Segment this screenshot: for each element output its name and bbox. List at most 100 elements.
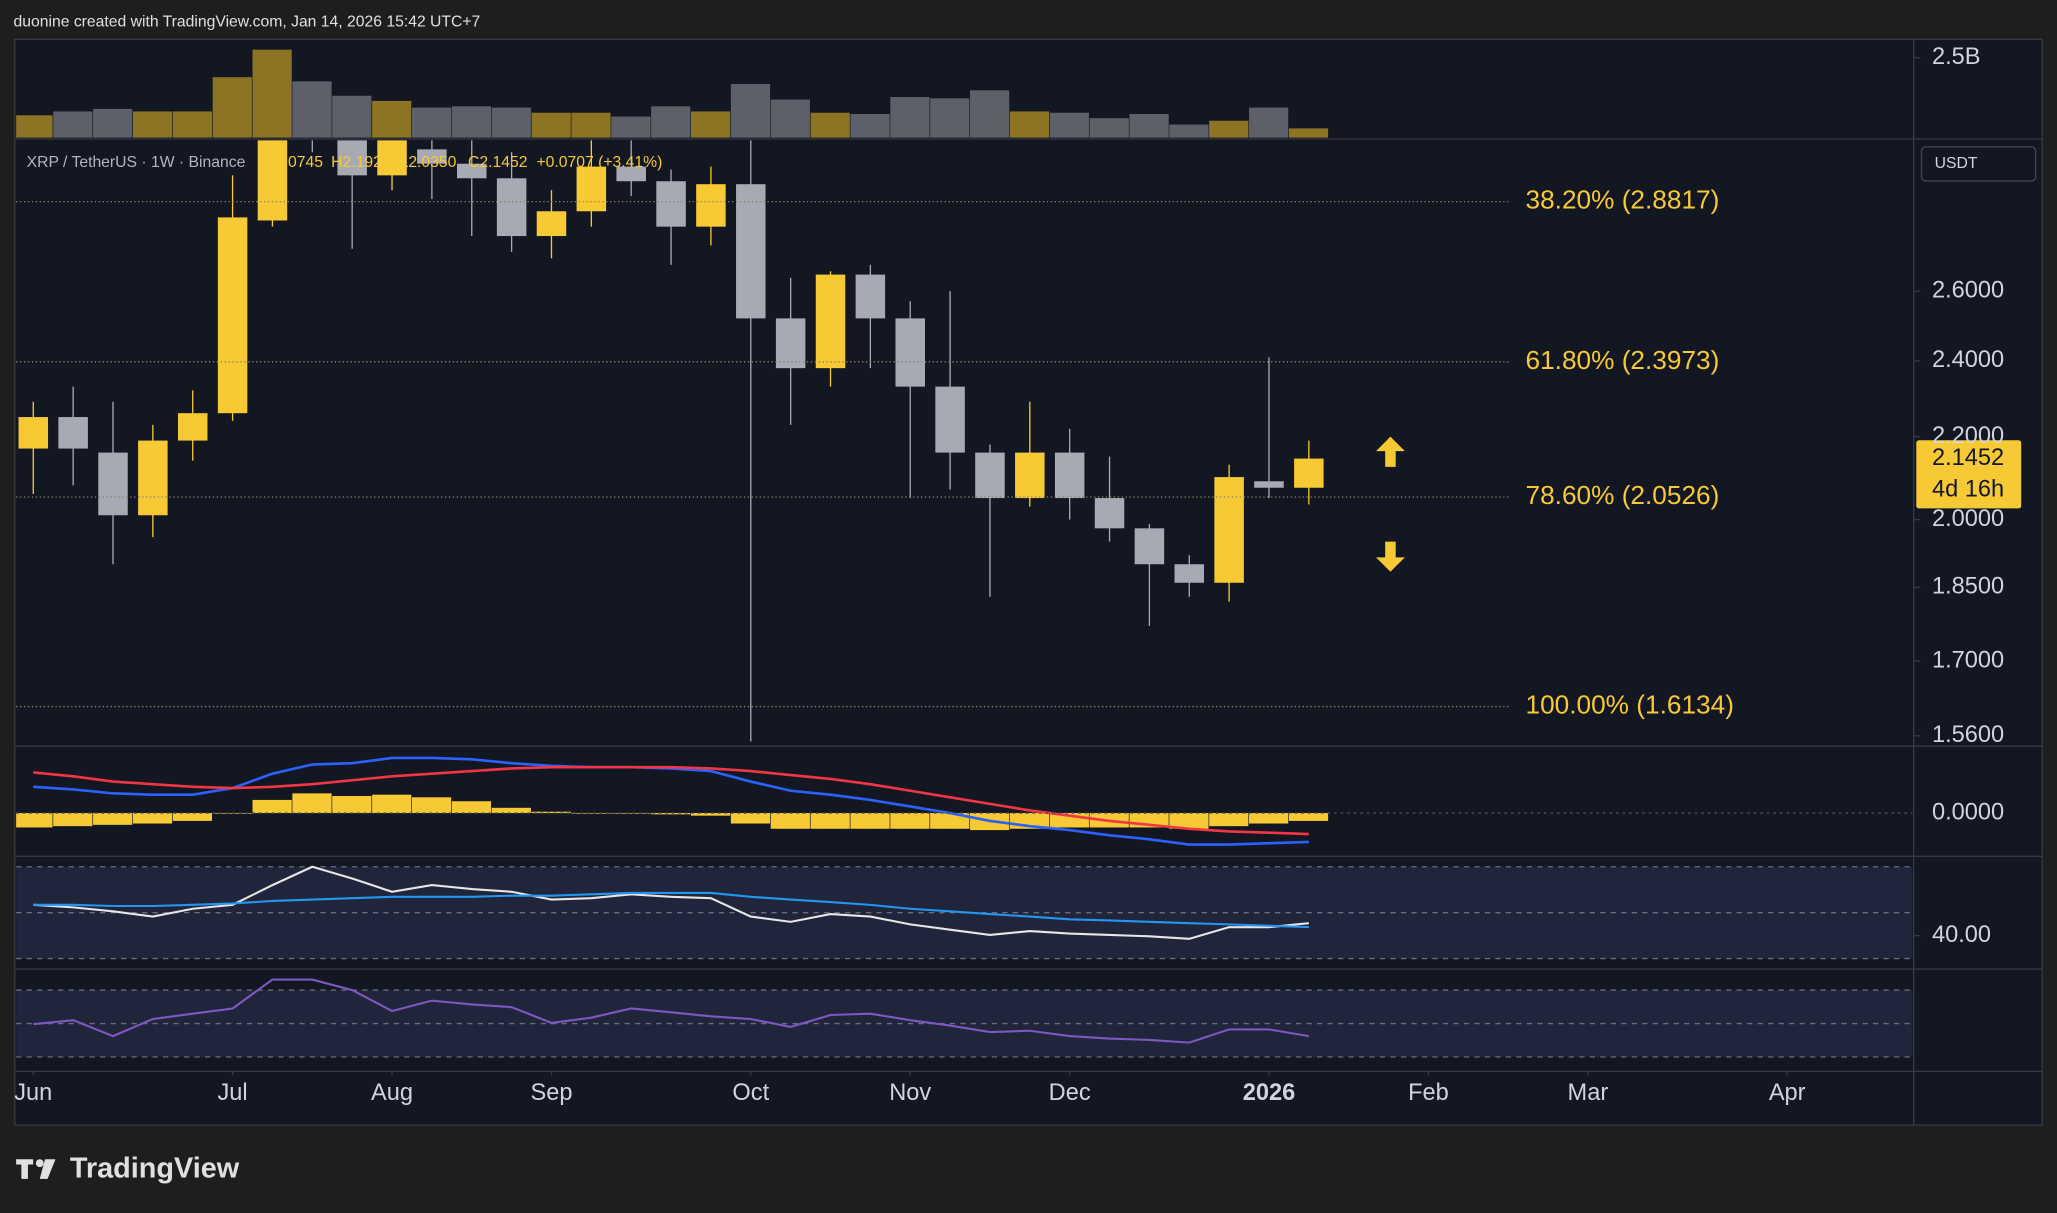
volume-bar bbox=[252, 49, 292, 138]
y-tick-label: 1.8500 bbox=[1932, 574, 2004, 600]
y-tick-label: 2.4000 bbox=[1932, 347, 2004, 373]
currency-button[interactable] bbox=[1920, 146, 2037, 182]
volume-bar bbox=[53, 111, 93, 138]
candle-body bbox=[616, 166, 646, 182]
histogram-bar bbox=[16, 813, 53, 828]
volume-bar bbox=[730, 83, 771, 138]
volume-bar bbox=[332, 95, 372, 138]
currency-label[interactable]: USDT bbox=[1935, 155, 1978, 172]
candle-body bbox=[18, 417, 49, 449]
candle-body bbox=[576, 166, 607, 212]
histogram-bar bbox=[292, 793, 332, 814]
x-tick-label: Jul bbox=[217, 1080, 247, 1106]
volume-bar bbox=[890, 97, 930, 138]
x-tick-label: Feb bbox=[1408, 1080, 1449, 1106]
candle-body bbox=[457, 163, 487, 179]
histogram-bar bbox=[212, 813, 252, 814]
volume-bar bbox=[651, 106, 691, 138]
volume-bar bbox=[690, 111, 731, 138]
y-tick-label: 2.0000 bbox=[1932, 506, 2004, 532]
candle-body bbox=[496, 178, 527, 237]
candle-body bbox=[257, 140, 288, 221]
y-tick-label: 0.0000 bbox=[1932, 799, 2004, 825]
volume-bar bbox=[531, 112, 571, 138]
volume-bar bbox=[1209, 120, 1249, 138]
volume-bar bbox=[1049, 112, 1089, 138]
candle-body bbox=[935, 386, 965, 453]
legend-title: XRP / TetherUS · 1W · Binance bbox=[27, 154, 246, 171]
volume-bar bbox=[1089, 118, 1129, 138]
candle-body bbox=[895, 318, 925, 387]
legend-value: C2.1452 bbox=[468, 154, 527, 171]
histogram-bar bbox=[53, 813, 93, 827]
histogram-bar bbox=[890, 813, 930, 829]
x-tick-label: 2026 bbox=[1243, 1080, 1296, 1106]
panel bbox=[16, 49, 1329, 138]
panel bbox=[18, 140, 1324, 742]
candle-body bbox=[1214, 477, 1244, 583]
volume-bar bbox=[132, 111, 173, 138]
volume-bar bbox=[93, 108, 133, 138]
candle-body bbox=[656, 181, 686, 227]
histogram-bar bbox=[252, 799, 292, 814]
candle-body bbox=[138, 440, 168, 516]
candle-body bbox=[855, 274, 886, 319]
price-label: 2.1452 bbox=[1932, 445, 2004, 471]
histogram-bar bbox=[730, 813, 771, 824]
x-tick-label: Mar bbox=[1568, 1080, 1609, 1106]
histogram-bar bbox=[411, 797, 452, 814]
candle-body bbox=[1134, 528, 1165, 565]
candle-body bbox=[1174, 564, 1205, 583]
y-tick-label: 1.7000 bbox=[1932, 647, 2004, 673]
y-tick-label: 1.5600 bbox=[1932, 722, 2004, 748]
histogram-bar bbox=[1249, 813, 1289, 824]
histogram-bar bbox=[770, 813, 810, 829]
histogram-bar bbox=[651, 813, 691, 815]
volume-bar bbox=[292, 81, 332, 138]
histogram-bar bbox=[491, 807, 531, 814]
histogram-bar bbox=[571, 813, 611, 814]
candle-body bbox=[1254, 481, 1284, 488]
histogram-bar bbox=[172, 813, 212, 821]
histogram-bar bbox=[810, 813, 850, 829]
candle-body bbox=[536, 211, 567, 237]
candle-body bbox=[417, 149, 447, 164]
candle-body bbox=[696, 184, 726, 227]
legend-value: H2.1924 bbox=[331, 154, 391, 171]
x-tick-label: Dec bbox=[1049, 1080, 1091, 1106]
volume-bar bbox=[491, 107, 531, 138]
x-tick-label: Nov bbox=[889, 1080, 931, 1106]
volume-bar bbox=[411, 107, 452, 138]
legend-value: L2.0350 bbox=[400, 154, 457, 171]
histogram-bar bbox=[1169, 813, 1209, 829]
histogram-bar bbox=[611, 813, 651, 814]
volume-bar bbox=[1009, 111, 1050, 138]
panel bbox=[16, 865, 1913, 960]
panel bbox=[16, 756, 1329, 846]
x-tick-label: Sep bbox=[530, 1080, 572, 1106]
volume-bar bbox=[372, 100, 412, 138]
candle-body bbox=[1054, 452, 1085, 499]
volume-bar bbox=[1169, 124, 1209, 138]
indicator-line bbox=[33, 978, 1310, 1044]
x-tick-label: Aug bbox=[371, 1080, 413, 1106]
indicator-line bbox=[33, 891, 1309, 929]
histogram-bar bbox=[850, 813, 890, 829]
histogram-bar bbox=[1288, 813, 1329, 821]
candle-body bbox=[98, 452, 128, 516]
candle-body bbox=[1094, 498, 1125, 529]
candle-body bbox=[377, 140, 407, 176]
y-tick-label: 40.00 bbox=[1932, 922, 1991, 948]
y-tick-label: 2.6000 bbox=[1932, 277, 2004, 303]
candle-body bbox=[975, 452, 1005, 499]
arrow-up bbox=[1376, 436, 1405, 467]
arrow-down bbox=[1376, 541, 1405, 572]
histogram-bar bbox=[372, 794, 412, 814]
volume-bar bbox=[770, 99, 810, 138]
volume-bar bbox=[611, 116, 651, 138]
panel bbox=[16, 978, 1913, 1058]
candle-body bbox=[1294, 458, 1324, 488]
brand: TradingView bbox=[70, 1152, 240, 1184]
volume-bar bbox=[451, 106, 492, 138]
